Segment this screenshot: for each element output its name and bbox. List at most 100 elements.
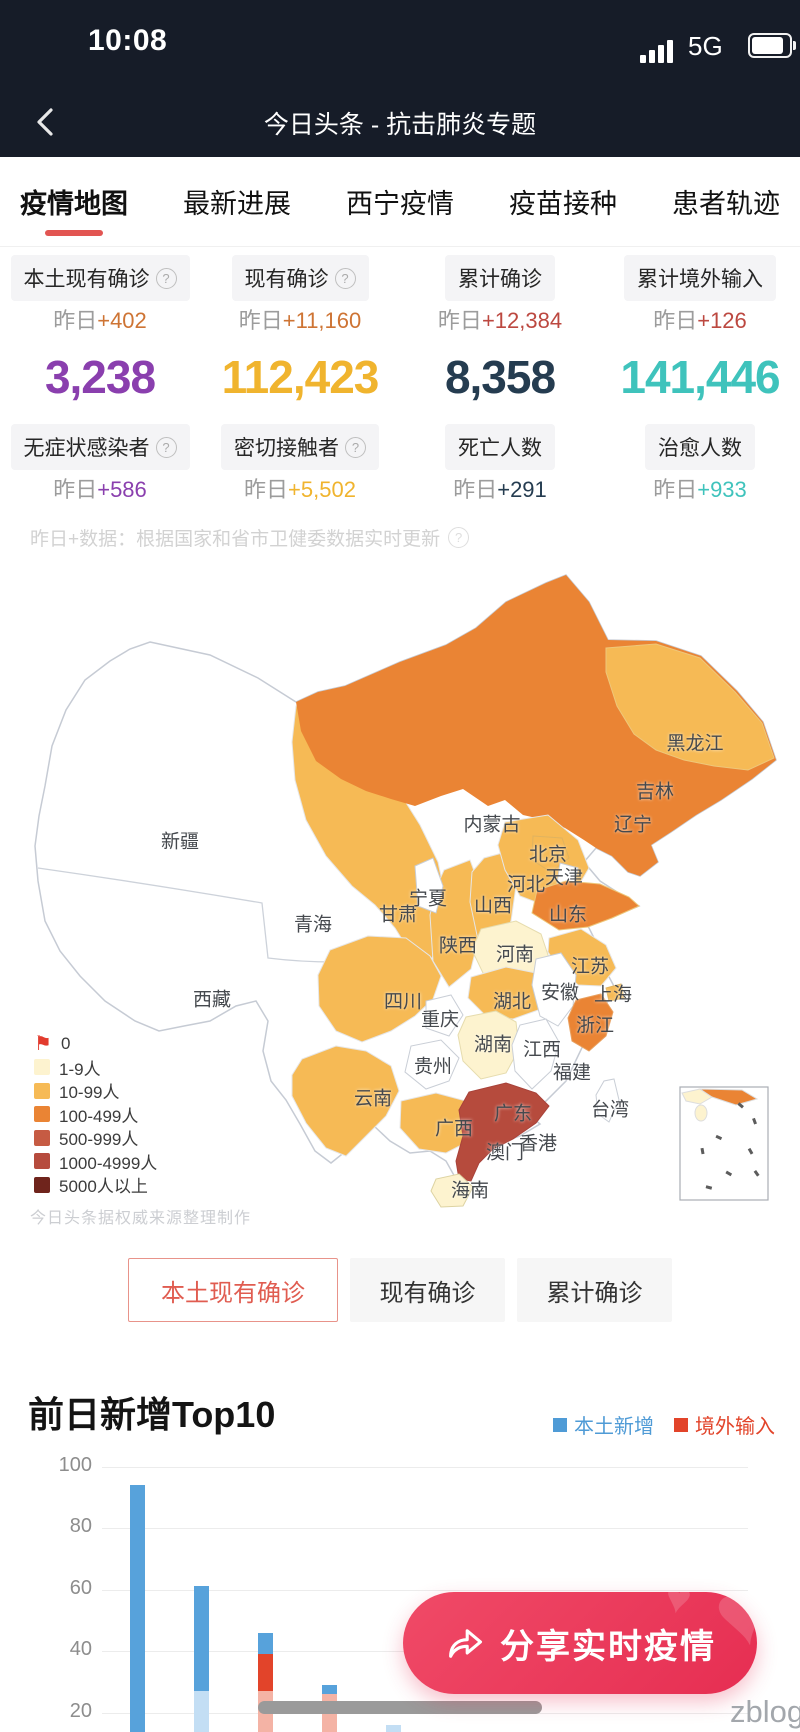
map-metric-button-本土现有确诊[interactable]: 本土现有确诊 xyxy=(128,1258,338,1322)
province-云南[interactable] xyxy=(291,1045,400,1157)
help-icon[interactable]: ? xyxy=(155,267,177,289)
stat-top-label: 现有确诊? xyxy=(231,255,369,301)
stat-top-cell: 本土现有确诊? xyxy=(0,255,200,301)
delta-prefix: 昨日 xyxy=(653,308,698,333)
page-title: 今日头条 - 抗击肺炎专题 xyxy=(263,111,537,139)
stat-top-label: 累计确诊 xyxy=(445,255,555,301)
bar-1-segment-local xyxy=(129,1484,145,1732)
map-metric-buttons: 本土现有确诊 现有确诊 累计确诊 xyxy=(0,1258,800,1322)
map-metric-button-累计确诊[interactable]: 累计确诊 xyxy=(517,1258,672,1322)
south-china-sea-inset xyxy=(679,1086,769,1201)
ytick-20: 20 xyxy=(69,1699,92,1722)
stat-top-label: 本土现有确诊? xyxy=(10,255,190,301)
province-江西[interactable] xyxy=(511,1018,560,1090)
header: 10:08 5G 今日头条 - 抗击肺炎专题 xyxy=(0,0,800,157)
stat-bottom-cell: 死亡人数 xyxy=(400,424,600,470)
tab-疫情地图[interactable]: 疫情地图 xyxy=(20,157,128,246)
legend-label: 1-9人 xyxy=(59,1059,101,1079)
chart-legend-label: 境外输入 xyxy=(695,1416,775,1438)
status-bar: 10:08 5G xyxy=(0,0,800,88)
province-宁夏[interactable] xyxy=(414,857,444,914)
stat-value: 112,423 xyxy=(221,351,380,403)
province-安徽[interactable] xyxy=(531,952,577,1027)
delta-prefix: 昨日 xyxy=(653,477,698,502)
province-黑龙江[interactable] xyxy=(605,643,775,771)
province-山东[interactable] xyxy=(531,880,640,931)
province-广东[interactable] xyxy=(455,1082,550,1182)
chart-legend: 本土新增 境外输入 xyxy=(553,1410,775,1439)
tab-bar: 疫情地图 最新进展 西宁疫情 疫苗接种 患者轨迹 xyxy=(0,157,800,247)
share-button[interactable]: 分享实时疫情 ♥ ♥ xyxy=(403,1592,757,1694)
tab-疫苗接种[interactable]: 疫苗接种 xyxy=(509,189,617,219)
legend-item: 100-499人 xyxy=(34,1103,157,1127)
delta-value: +126 xyxy=(697,308,747,333)
stat-bottom-cell: 密切接触者? xyxy=(200,424,400,470)
stat-value-cell: 112,423 xyxy=(200,350,400,404)
back-button[interactable] xyxy=(26,102,66,142)
stat-value-cell: 3,238 xyxy=(0,350,200,404)
province-浙江[interactable] xyxy=(567,993,614,1052)
stats-note: 昨日+数据：根据国家和省市卫健委数据实时更新 ? xyxy=(30,524,470,551)
stat-top-label-text: 现有确诊 xyxy=(244,268,329,291)
note-help-icon[interactable]: ? xyxy=(448,527,470,548)
province-贵州[interactable] xyxy=(404,1039,460,1090)
stat-bottom-label: 无症状感染者? xyxy=(10,424,190,470)
legend-swatch xyxy=(34,1082,50,1099)
share-arrow-icon xyxy=(449,1629,483,1658)
help-icon[interactable]: ? xyxy=(155,436,177,458)
stats-bottom-values: 3,238 112,423 8,358 141,446 xyxy=(0,350,800,404)
status-time: 10:08 xyxy=(88,24,168,57)
delta-value: +402 xyxy=(97,308,147,333)
map-metric-button-现有确诊[interactable]: 现有确诊 xyxy=(350,1258,505,1322)
province-台湾[interactable] xyxy=(595,1078,620,1123)
legend-label: 1000-4999人 xyxy=(59,1153,158,1173)
legend-item: 1-9人 xyxy=(34,1056,157,1080)
stat-bottom-label-text: 治愈人数 xyxy=(658,437,742,460)
stat-value: 141,446 xyxy=(620,351,780,403)
legend-item: 1000-4999人 xyxy=(34,1150,157,1174)
stat-top-delta: 昨日+402 xyxy=(53,308,147,333)
stats-bottom-deltas: 昨日+586 昨日+5,502 昨日+291 昨日+933 xyxy=(0,472,800,504)
legend-item: 5000人以上 xyxy=(34,1173,157,1197)
legend-label: 100-499人 xyxy=(59,1106,139,1126)
legend-swatch xyxy=(34,1059,50,1076)
delta-prefix: 昨日 xyxy=(437,308,482,333)
stat-value: 3,238 xyxy=(44,351,156,403)
stat-top-label-text: 本土现有确诊 xyxy=(23,268,150,291)
share-button-label: 分享实时疫情 xyxy=(500,1627,716,1666)
legend-label: 500-999人 xyxy=(59,1130,139,1150)
delta-prefix: 昨日 xyxy=(238,308,283,333)
bar-2-segment-local_faded xyxy=(193,1690,209,1732)
stat-top-cell: 昨日+12,384 xyxy=(400,303,600,335)
tab-患者轨迹[interactable]: 患者轨迹 xyxy=(672,189,780,219)
legend-square-icon xyxy=(674,1417,688,1432)
site-watermark: zblog xyxy=(730,1694,800,1729)
delta-value: +586 xyxy=(97,477,147,502)
gridline-80 xyxy=(102,1528,748,1529)
signal-strength-icon xyxy=(640,40,673,63)
stats-top-labels: 本土现有确诊? 现有确诊? 累计确诊 累计境外输入 xyxy=(0,255,800,301)
stat-top-cell: 昨日+126 xyxy=(600,303,800,335)
stat-bottom-delta: 昨日+933 xyxy=(653,477,747,502)
delta-prefix: 昨日 xyxy=(244,477,289,502)
legend-item: ⚑ 0 xyxy=(34,1032,157,1056)
bar-2-segment-local xyxy=(193,1586,209,1691)
delta-value: +5,502 xyxy=(288,477,356,502)
province-海南[interactable] xyxy=(430,1173,474,1208)
stats-top-deltas: 昨日+402 昨日+11,160 昨日+12,384 昨日+126 xyxy=(0,303,800,335)
legend-label: 0 xyxy=(60,1033,71,1053)
chart-scrollbar[interactable] xyxy=(258,1701,542,1714)
province-重庆[interactable] xyxy=(425,994,464,1037)
nav-bar: 今日头条 - 抗击肺炎专题 xyxy=(0,88,800,157)
stat-bottom-label: 密切接触者? xyxy=(221,424,379,470)
province-上海[interactable] xyxy=(605,983,625,1002)
stat-top-cell: 现有确诊? xyxy=(200,255,400,301)
flag-icon: ⚑ xyxy=(34,1032,52,1055)
help-icon[interactable]: ? xyxy=(334,267,356,289)
stat-bottom-cell: 昨日+933 xyxy=(600,472,800,504)
tab-西宁疫情[interactable]: 西宁疫情 xyxy=(346,189,454,219)
tab-最新进展[interactable]: 最新进展 xyxy=(183,189,291,219)
help-icon[interactable]: ? xyxy=(345,436,366,458)
chart-legend-境外输入: 境外输入 xyxy=(674,1410,775,1439)
